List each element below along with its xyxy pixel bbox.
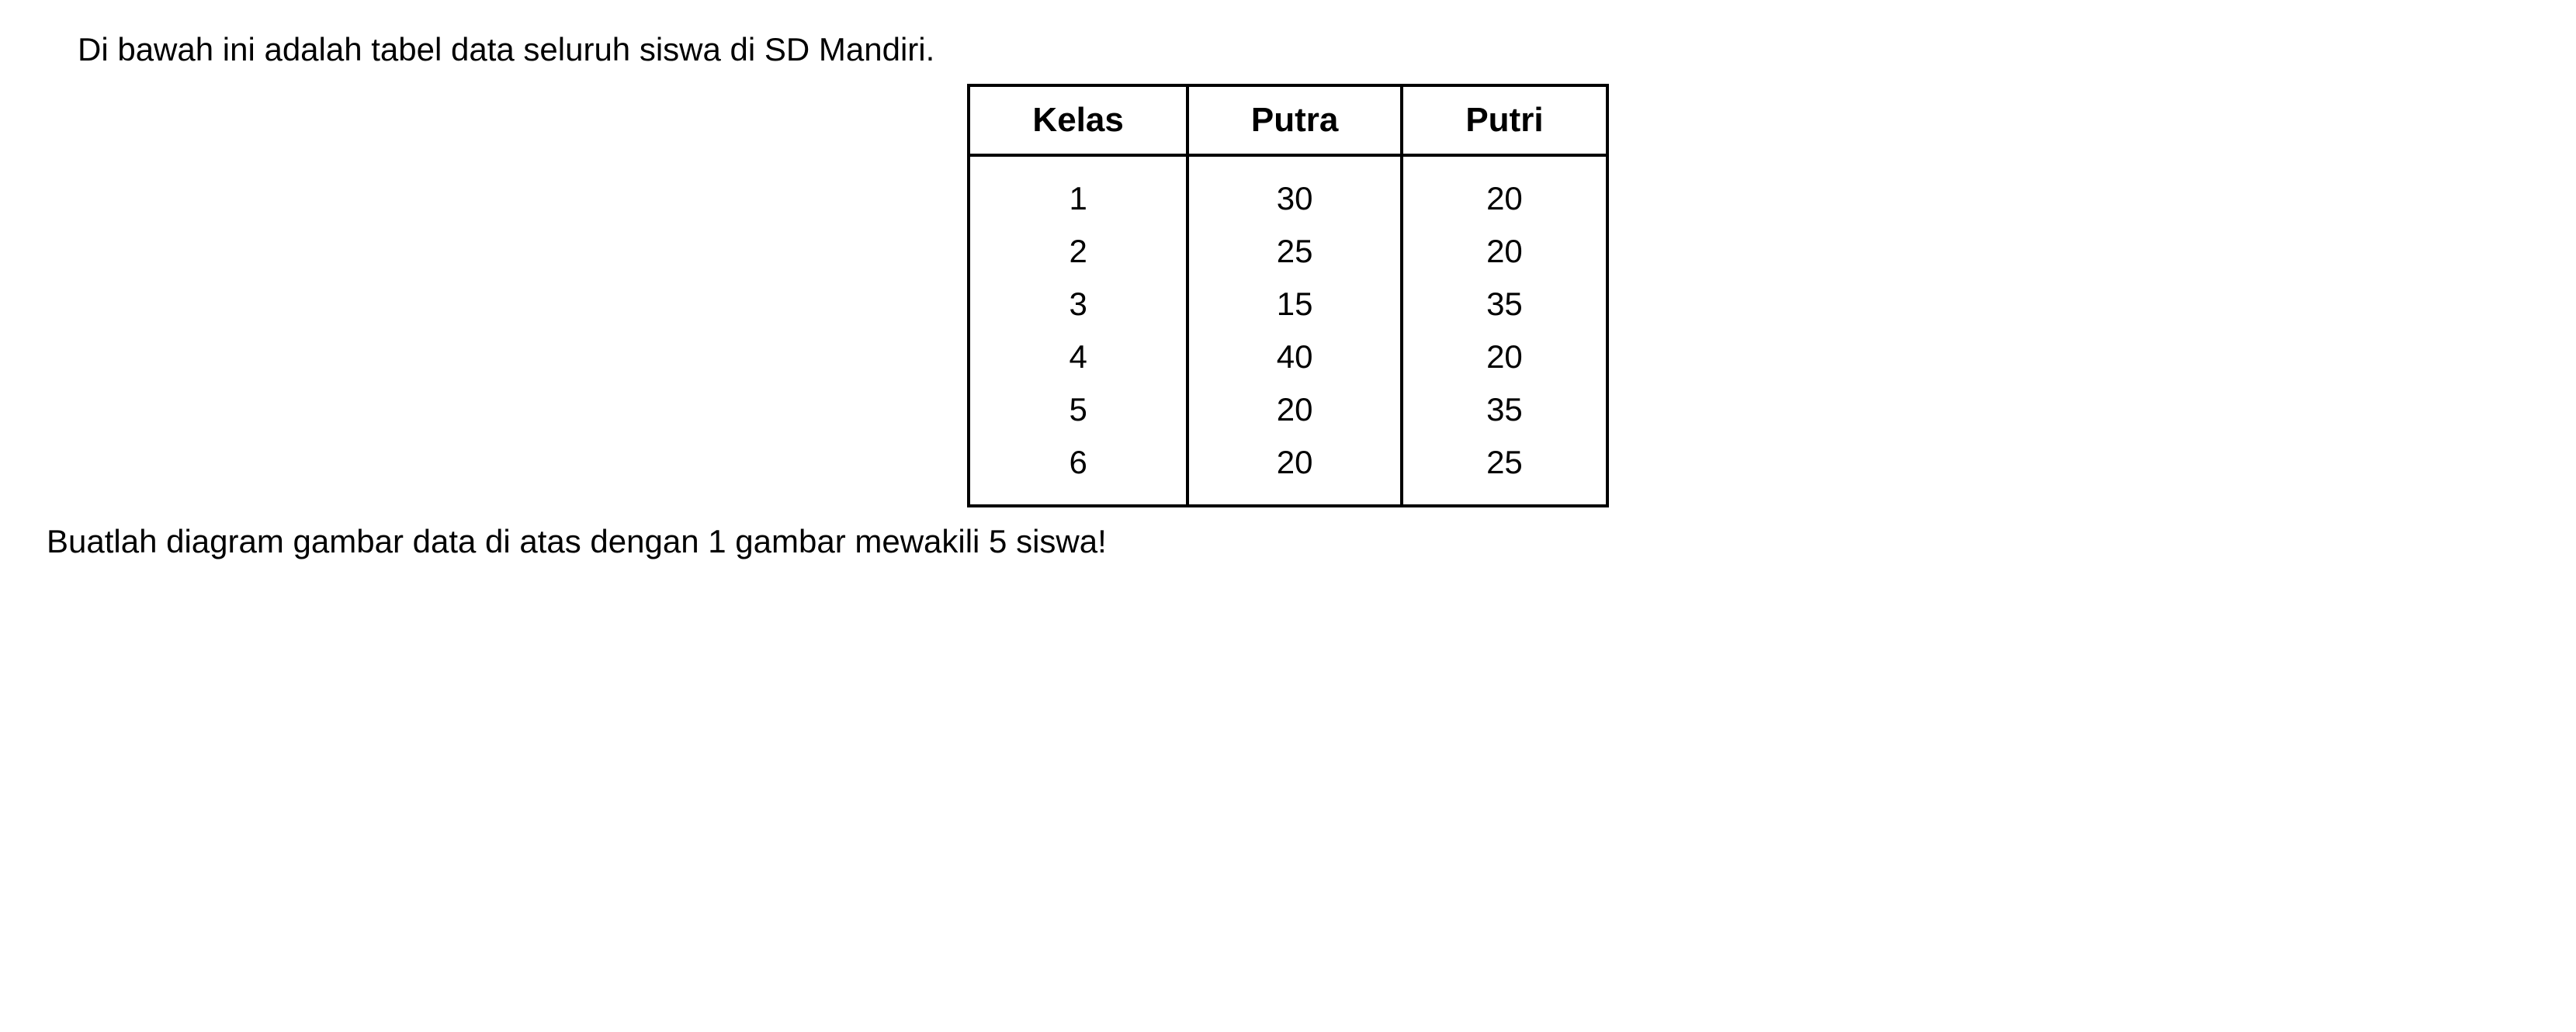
table-row: 2 25 20	[969, 225, 1607, 278]
table-row: 5 20 35	[969, 383, 1607, 436]
table-container: Kelas Putra Putri 1 30 20 2 25 20 3 15 3…	[47, 84, 2529, 507]
cell-putra: 20	[1187, 436, 1402, 506]
student-data-table: Kelas Putra Putri 1 30 20 2 25 20 3 15 3…	[967, 84, 1608, 507]
cell-putri: 35	[1402, 278, 1607, 331]
cell-putra: 15	[1187, 278, 1402, 331]
instruction-text: Buatlah diagram gambar data di atas deng…	[47, 523, 2529, 560]
table-row: 4 40 20	[969, 331, 1607, 383]
column-header-putra: Putra	[1187, 85, 1402, 155]
cell-putri: 20	[1402, 331, 1607, 383]
cell-putra: 30	[1187, 155, 1402, 225]
table-header-row: Kelas Putra Putri	[969, 85, 1607, 155]
cell-putri: 20	[1402, 225, 1607, 278]
cell-putra: 40	[1187, 331, 1402, 383]
cell-putra: 20	[1187, 383, 1402, 436]
cell-kelas: 3	[969, 278, 1187, 331]
cell-putri: 25	[1402, 436, 1607, 506]
column-header-kelas: Kelas	[969, 85, 1187, 155]
cell-kelas: 5	[969, 383, 1187, 436]
cell-putra: 25	[1187, 225, 1402, 278]
cell-kelas: 6	[969, 436, 1187, 506]
cell-kelas: 1	[969, 155, 1187, 225]
column-header-putri: Putri	[1402, 85, 1607, 155]
table-row: 6 20 25	[969, 436, 1607, 506]
cell-kelas: 2	[969, 225, 1187, 278]
table-row: 3 15 35	[969, 278, 1607, 331]
intro-text: Di bawah ini adalah tabel data seluruh s…	[78, 31, 2529, 68]
table-row: 1 30 20	[969, 155, 1607, 225]
cell-putri: 20	[1402, 155, 1607, 225]
cell-putri: 35	[1402, 383, 1607, 436]
cell-kelas: 4	[969, 331, 1187, 383]
